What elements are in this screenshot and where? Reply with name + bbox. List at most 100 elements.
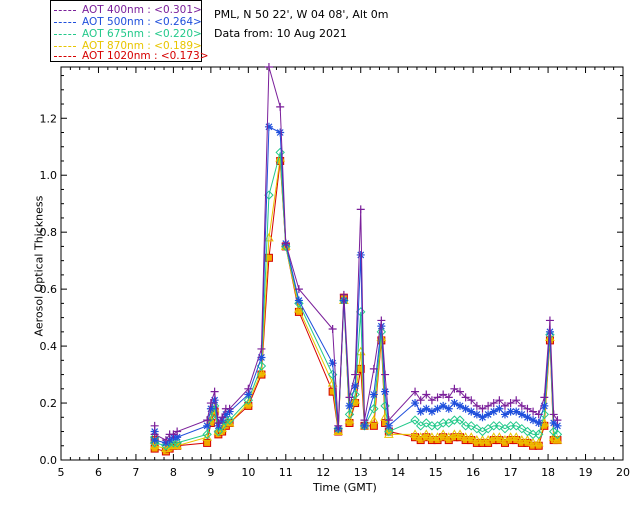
- x-tick-label-6: 6: [95, 466, 102, 479]
- point-400-35: [439, 390, 448, 399]
- point-675-55: [548, 426, 559, 437]
- date-text: Data from: 10 Aug 2021: [214, 27, 348, 40]
- point-400-41: [472, 401, 481, 410]
- point-500-16: [276, 128, 285, 137]
- point-675-32: [421, 418, 432, 428]
- point-400-40: [467, 396, 476, 405]
- point-675-48: [511, 421, 521, 431]
- x-tick-label-13: 13: [354, 466, 368, 479]
- point-500-30: [411, 399, 420, 408]
- point-400-30: [411, 387, 420, 396]
- point-675-52: [533, 429, 544, 440]
- point-400-52: [534, 410, 543, 419]
- point-500-15: [264, 122, 273, 131]
- point-400-2: [161, 436, 170, 445]
- legend-swatch-500: [54, 22, 76, 23]
- x-tick-label-7: 7: [132, 466, 139, 479]
- point-500-6: [203, 421, 212, 430]
- point-400-43: [484, 401, 493, 410]
- legend: AOT 400nm : <0.301> AOT 500nm : <0.264> …: [50, 0, 209, 62]
- x-tick-label-14: 14: [391, 466, 405, 479]
- point-500-43: [484, 410, 493, 419]
- point-400-0: [150, 421, 159, 430]
- point-400-9: [214, 418, 223, 427]
- point-400-33: [427, 396, 436, 405]
- point-400-50: [523, 404, 532, 413]
- point-675-45: [494, 421, 505, 431]
- point-500-18: [294, 296, 303, 305]
- point-870-48: [511, 432, 522, 441]
- point-400-23: [351, 370, 360, 379]
- point-400-10: [218, 413, 227, 422]
- point-675-12: [224, 415, 235, 425]
- legend-label-870: AOT 870nm : <0.189>: [82, 40, 202, 52]
- point-500-22: [345, 401, 354, 410]
- point-870-26: [368, 415, 379, 424]
- point-675-2: [161, 441, 171, 451]
- point-400-13: [244, 384, 253, 393]
- point-870-23: [350, 395, 360, 404]
- x-tick-label-20: 20: [616, 466, 630, 479]
- point-400-27: [377, 316, 386, 325]
- point-500-7: [206, 404, 215, 413]
- legend-label-400: AOT 400nm : <0.301>: [82, 4, 202, 16]
- point-500-52: [534, 418, 543, 427]
- point-500-29: [384, 421, 393, 430]
- point-500-11: [221, 410, 230, 419]
- point-400-56: [553, 416, 562, 425]
- y-tick-label-1.2: 1.2: [40, 112, 58, 125]
- point-400-26: [369, 364, 378, 373]
- point-500-24: [356, 250, 365, 259]
- point-870-56: [552, 435, 563, 444]
- point-400-36: [444, 393, 453, 402]
- point-400-14: [257, 344, 266, 353]
- point-870-35: [438, 429, 449, 438]
- x-tick-label-12: 12: [316, 466, 330, 479]
- point-870-47: [505, 432, 516, 441]
- x-tick-label-9: 9: [207, 466, 214, 479]
- point-870-52: [533, 437, 544, 447]
- point-400-1: [150, 430, 159, 439]
- point-500-19: [328, 359, 337, 368]
- point-675-1: [149, 438, 160, 448]
- point-870-40: [466, 432, 477, 441]
- point-400-6: [203, 416, 212, 425]
- point-675-23: [350, 389, 360, 400]
- point-500-32: [422, 404, 431, 413]
- legend-swatch-675: [54, 34, 76, 35]
- point-500-53: [540, 401, 549, 410]
- point-500-49: [517, 410, 526, 419]
- point-500-40: [467, 407, 476, 416]
- point-400-34: [433, 393, 442, 402]
- point-400-38: [456, 387, 465, 396]
- legend-label-675: AOT 675nm : <0.220>: [82, 28, 202, 40]
- point-500-38: [456, 401, 465, 410]
- point-400-42: [478, 404, 487, 413]
- point-870-9: [213, 426, 224, 436]
- point-870-50: [522, 435, 533, 444]
- point-675-50: [522, 426, 533, 437]
- point-675-16: [275, 147, 285, 158]
- point-675-41: [472, 423, 482, 434]
- point-400-19: [328, 325, 337, 333]
- x-tick-label-11: 11: [279, 466, 293, 479]
- point-500-39: [461, 404, 470, 413]
- point-1020-26: [369, 421, 378, 430]
- point-400-37: [450, 384, 459, 393]
- point-400-18: [294, 285, 303, 294]
- point-400-24: [356, 205, 365, 214]
- point-500-42: [478, 413, 487, 422]
- location-text: PML, N 50 22', W 04 08', Alt 0m: [214, 8, 389, 21]
- point-500-35: [439, 401, 448, 410]
- point-500-36: [444, 404, 453, 413]
- point-870-33: [427, 432, 437, 441]
- point-1020-6: [203, 438, 212, 447]
- point-500-25: [360, 421, 369, 430]
- legend-label-1020: AOT 1020nm : <0.173>: [82, 50, 209, 62]
- point-400-17: [281, 239, 290, 248]
- point-870-41: [472, 435, 482, 444]
- x-tick-label-16: 16: [466, 466, 480, 479]
- point-400-39: [461, 393, 470, 402]
- point-675-18: [294, 298, 304, 309]
